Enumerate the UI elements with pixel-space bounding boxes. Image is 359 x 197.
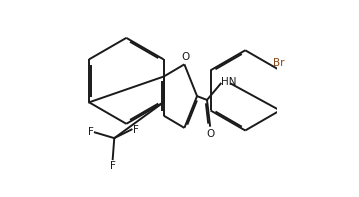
Text: F: F	[132, 125, 138, 135]
Text: O: O	[181, 51, 190, 61]
Text: F: F	[88, 127, 94, 137]
Text: Br: Br	[273, 58, 285, 68]
Text: F: F	[110, 161, 116, 171]
Text: HN: HN	[221, 77, 237, 87]
Text: O: O	[206, 129, 214, 139]
